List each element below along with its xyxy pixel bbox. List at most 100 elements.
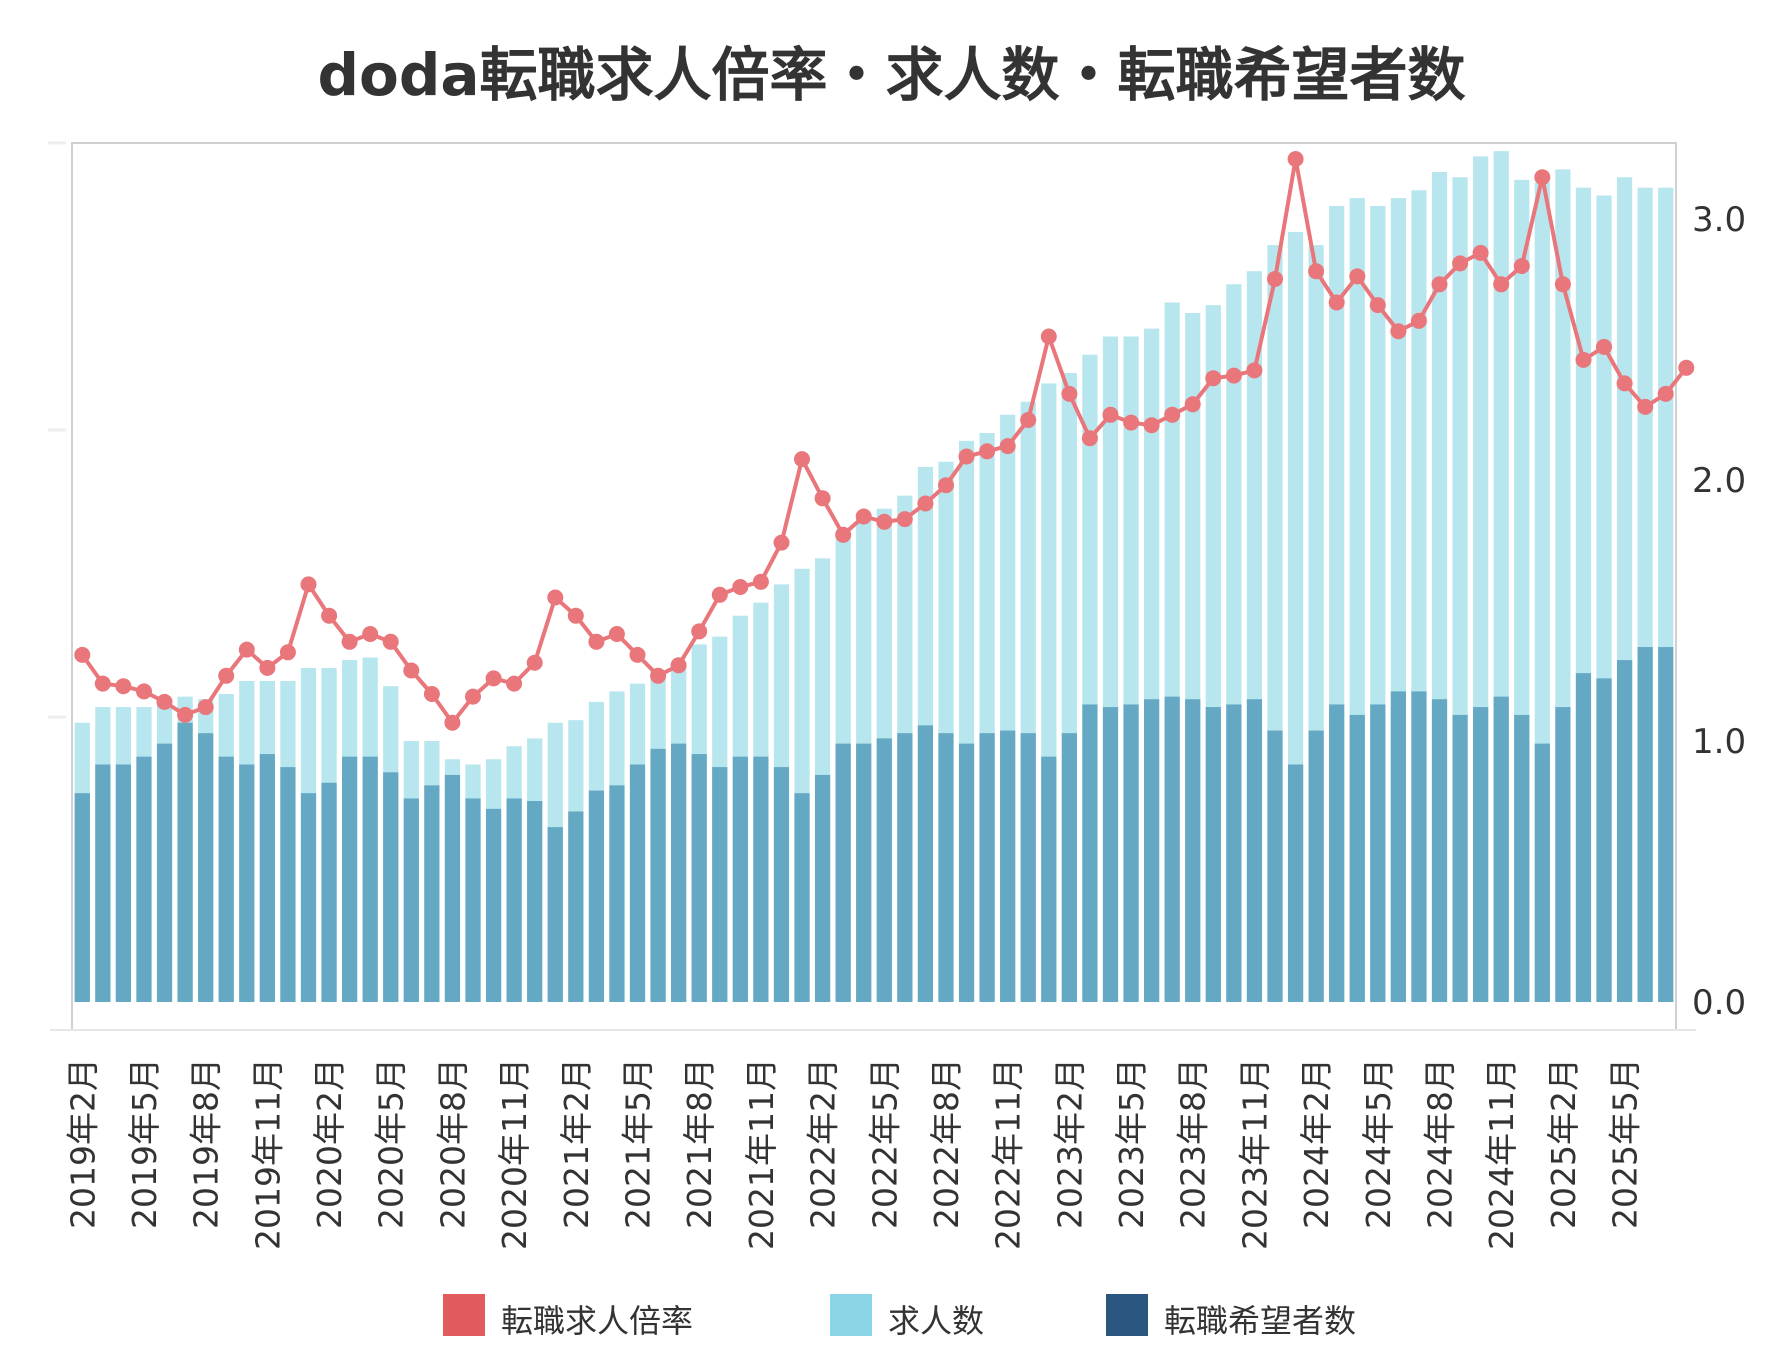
ratio-point [588,633,605,650]
ratio-point [958,448,975,465]
ratio-point [896,511,913,528]
ratio-point [218,667,235,684]
ratio-point [1246,362,1263,379]
bar-applicants [938,733,954,1002]
ratio-point [1390,323,1407,340]
bar-applicants [691,754,707,1002]
chart-title: doda転職求人倍率・求人数・転職希望者数 [317,41,1466,109]
ratio-point [1534,169,1551,186]
ratio-point [1493,276,1510,293]
bar-applicants [74,793,90,1002]
x-tick-label: 2023年2月 [1050,1058,1089,1229]
bar-applicants [1205,707,1221,1002]
bar-applicants [1308,730,1324,1002]
legend-label: 転職希望者数 [1164,1302,1356,1340]
x-tick-label: 2020年5月 [372,1058,411,1229]
bar-applicants [177,722,193,1002]
bar-applicants [979,733,995,1002]
ratio-point [382,633,399,650]
bar-applicants [876,738,892,1002]
x-axis: 2019年2月 2019年5月 2019年8月 2019年11月 2020年2月 2020… [63,1058,1644,1250]
bar-applicants [1534,743,1550,1002]
ratio-point [1410,312,1427,329]
ratio-point [1678,359,1695,376]
ratio-point [979,443,996,460]
ratio-point [321,607,338,624]
x-tick-label: 2019年8月 [187,1058,226,1229]
bar-applicants [506,798,522,1002]
legend-swatch [1106,1294,1148,1336]
ratio-point [608,626,625,642]
bar-applicants [1575,673,1592,1002]
y-tick-label: 3.0 [1692,200,1746,240]
ratio-point [465,688,481,705]
ratio-point [300,576,317,593]
bar-applicants [1185,699,1201,1002]
ratio-point [341,633,358,650]
ratio-point [876,513,893,530]
bar-applicants [1514,714,1530,1002]
ratio-point [1143,417,1160,434]
x-tick-label: 2024年8月 [1421,1058,1460,1229]
ratio-point [1287,151,1304,167]
ratio-point [999,438,1016,455]
bar-applicants [588,790,604,1002]
ratio-point [1554,276,1571,293]
ratio-point [917,495,934,512]
ratio-point [279,644,296,661]
bars-applicants-series [74,647,1674,1002]
x-tick-label: 2021年8月 [680,1058,719,1229]
x-tick-label: 2019年2月 [63,1058,102,1229]
ratio-point [670,657,687,674]
bar-applicants [794,793,810,1002]
bar-applicants [362,756,378,1002]
ratio-point [156,693,173,710]
bar-applicants [156,743,173,1002]
ratio-point [1225,367,1242,384]
bar-applicants [958,743,975,1002]
ratio-point [773,534,790,551]
bar-applicants [218,756,234,1002]
bar-applicants [1287,764,1304,1002]
ratio-point [1205,370,1222,387]
bar-applicants [650,748,666,1002]
ratio-point [115,678,132,695]
bar-applicants [1082,704,1098,1002]
y-tick-label: 1.0 [1692,722,1746,762]
bar-applicants [1349,714,1365,1002]
bar-applicants [1616,660,1633,1002]
ratio-point [526,654,543,671]
bar-applicants [1596,678,1612,1002]
ratio-point [74,646,91,663]
bar-applicants [917,725,934,1002]
ratio-point [794,451,810,468]
ratio-point [629,646,646,663]
ratio-point [444,714,461,731]
ratio-point [1308,263,1325,280]
ratio-point [1328,294,1345,311]
x-tick-label: 2019年5月 [125,1058,164,1229]
ratio-point [238,641,255,658]
x-tick-label: 2024年5月 [1359,1058,1398,1229]
bar-applicants [629,764,646,1002]
bar-applicants [1041,756,1057,1002]
ratio-point [259,659,276,676]
bar-applicants [1390,691,1406,1002]
x-tick-label: 2020年11月 [495,1058,534,1250]
ratio-point [1431,276,1448,293]
ratio-point [1513,258,1530,274]
bar-applicants [1123,704,1139,1002]
x-tick-label: 2025年5月 [1606,1058,1645,1229]
ratio-point [1102,406,1119,423]
ratio-point [1472,244,1489,261]
ratio-point [1575,351,1592,368]
line-ratio-series [74,151,1695,731]
bar-applicants [444,774,461,1002]
x-tick-label: 2023年8月 [1174,1058,1213,1229]
ratio-point [1657,385,1674,402]
ratio-point [506,675,523,692]
bar-applicants [1246,699,1263,1002]
ratio-point [362,626,379,642]
x-tick-label: 2022年5月 [865,1058,904,1229]
